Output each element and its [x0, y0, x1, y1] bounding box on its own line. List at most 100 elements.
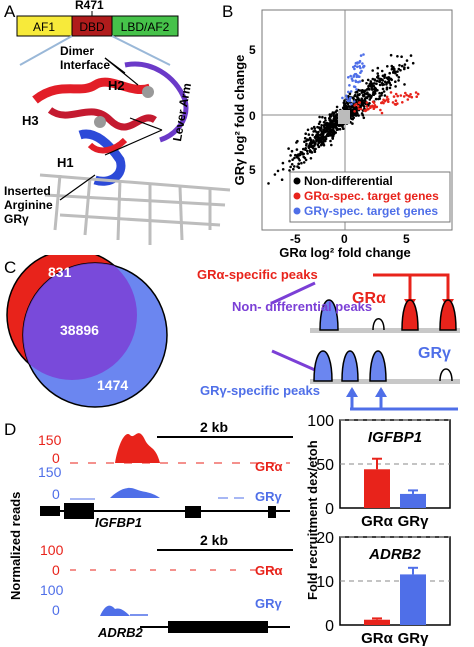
scatter-point-gra — [402, 95, 406, 98]
scatter-point-nondiff — [380, 69, 384, 73]
scatter-point-grg — [355, 88, 358, 91]
scatter-point-nondiff — [333, 117, 336, 120]
gra-peaks-label: GRα-specific peaks — [197, 267, 318, 282]
scatter-point-grg — [361, 62, 364, 65]
scatter-point-nondiff — [385, 83, 388, 86]
scatter-point-nondiff — [374, 89, 377, 92]
scatter-point-nondiff — [361, 100, 364, 104]
scatter-point-nondiff — [378, 95, 382, 98]
scatter-point-nondiff — [376, 66, 380, 70]
scatter-point-nondiff — [406, 66, 410, 70]
dna-sticks — [39, 173, 231, 245]
scatter-point-nondiff — [290, 149, 294, 153]
upper-small-peak — [372, 318, 385, 331]
scatter-point-gra — [365, 105, 368, 108]
scatter-point-grg — [362, 53, 365, 56]
scatter-point-grg — [351, 79, 354, 82]
scatter-xlabel: GRα log² fold change — [279, 245, 411, 260]
gra-track-label: GRα — [352, 290, 386, 307]
scatter-point-gra — [399, 94, 403, 97]
scatter-point-nondiff — [322, 143, 326, 147]
dimer-interface-label: Dimer Interface — [60, 44, 111, 72]
red-coil — [87, 137, 128, 154]
scatter-point-nondiff — [281, 161, 285, 165]
scatter-point-nondiff — [368, 88, 371, 91]
scatter-point-gra — [416, 92, 420, 96]
lower-peak-2 — [341, 350, 359, 382]
lower-peak-1 — [313, 350, 333, 382]
scatter-point-gra — [365, 101, 369, 104]
scatter-point-nondiff — [378, 80, 381, 83]
scatter-point-nondiff — [321, 132, 325, 136]
scatter-point-nondiff — [341, 125, 344, 129]
scatter-point-gra — [356, 104, 360, 108]
scatter-point-nondiff — [325, 127, 329, 130]
scatter-point-nondiff — [342, 106, 346, 109]
scatter-point-gra — [415, 95, 419, 98]
scatter-point-nondiff — [310, 127, 314, 130]
scatter-point-nondiff — [392, 70, 395, 74]
scatter-point-nondiff — [315, 138, 318, 142]
scatter-point-nondiff — [389, 53, 393, 57]
scatter-point-nondiff — [303, 136, 307, 140]
scatter-point-gra — [406, 98, 410, 101]
zinc-atom-2 — [94, 116, 106, 128]
scatter-point-nondiff — [360, 91, 364, 94]
scatter-point-nondiff — [312, 125, 316, 129]
scatter-point-nondiff — [354, 91, 358, 94]
scatter-point-nondiff — [329, 129, 333, 133]
ytick-mid: 0 — [249, 109, 256, 123]
scatter-point-nondiff — [305, 144, 308, 147]
scatter-point-gra — [409, 93, 412, 96]
scatter-point-nondiff — [343, 99, 346, 102]
scatter-point-nondiff — [388, 86, 392, 90]
scatter-point-nondiff — [335, 105, 339, 109]
scatter-point-nondiff — [366, 91, 369, 94]
legend-nondiff: Non-differential — [304, 174, 393, 188]
scatter-point-nondiff — [288, 159, 291, 163]
panel-a-label: A — [4, 2, 16, 21]
legend-dot-black — [293, 177, 301, 185]
scatter-point-nondiff — [377, 77, 380, 80]
t2-zero-a: 0 — [52, 562, 60, 578]
scatter-point-nondiff — [383, 75, 386, 78]
t2-kb-label: 2 kb — [200, 532, 228, 548]
scatter-point-grg — [358, 61, 361, 64]
scatter-point-grg — [347, 76, 350, 79]
scatter-point-nondiff — [313, 144, 316, 147]
scatter-point-nondiff — [354, 114, 358, 117]
scatter-point-nondiff — [382, 90, 386, 93]
scatter-point-nondiff — [334, 125, 338, 129]
legend-grg: GRγ-spec. target genes — [304, 204, 438, 218]
scatter-point-nondiff — [267, 182, 270, 185]
t1-gra-label: GRα — [255, 459, 283, 474]
scatter-point-gra — [373, 104, 377, 107]
scatter-point-nondiff — [289, 165, 292, 169]
t2-gra-label: GRα — [255, 563, 283, 578]
scatter-point-gra — [369, 106, 372, 109]
t1-zero-a: 0 — [52, 450, 60, 466]
scatter-point-nondiff — [400, 55, 403, 58]
scatter-point-gra — [408, 95, 411, 98]
scatter-point-gra — [414, 91, 418, 94]
panel-c-figure: 831 38896 1474 GRα-specific peaks GRα No… — [6, 255, 460, 411]
zoom-lines — [19, 35, 171, 66]
scatter-point-nondiff — [311, 145, 314, 148]
scatter-point-nondiff — [309, 157, 313, 160]
scatter-point-nondiff — [314, 147, 317, 151]
scatter-point-nondiff — [362, 94, 366, 97]
scatter-point-nondiff — [294, 153, 297, 157]
venn-gra-count: 831 — [48, 264, 72, 280]
scatter-point-nondiff — [321, 115, 324, 119]
scatter-point-nondiff — [327, 124, 331, 128]
scatter-point-nondiff — [385, 76, 389, 80]
h3-label: H3 — [22, 113, 39, 128]
scatter-point-grg — [349, 74, 353, 78]
scatter-point-nondiff — [317, 138, 321, 142]
scatter-point-nondiff — [329, 125, 333, 128]
scatter-point-nondiff — [316, 134, 319, 137]
scatter-point-grg — [356, 74, 359, 77]
panel-b-label: B — [222, 2, 234, 21]
xtick-right: 5 — [403, 232, 410, 246]
bar-gra — [364, 469, 390, 508]
